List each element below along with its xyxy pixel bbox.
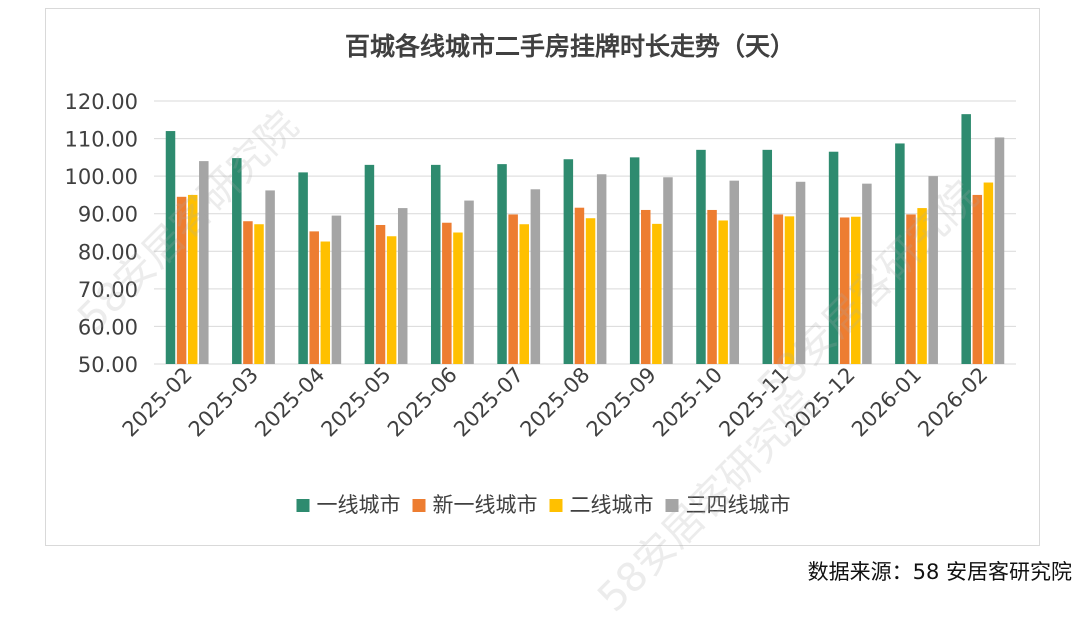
bar [364, 164, 375, 364]
bar [309, 231, 319, 364]
bar [795, 181, 806, 364]
bar [497, 164, 507, 364]
legend-swatch [412, 499, 426, 512]
chart-title: 百城各线城市二手房挂牌时长走势（天） [345, 32, 795, 61]
x-tick-label: 2025-04 [250, 363, 329, 442]
bar [243, 221, 253, 364]
x-tick-label: 2026-02 [913, 363, 992, 442]
bar [375, 224, 386, 364]
x-tick-label: 2026-01 [847, 363, 926, 442]
bar [464, 200, 474, 364]
legend-swatch [296, 499, 310, 512]
x-tick-label: 2025-07 [449, 363, 528, 442]
bar [729, 180, 740, 364]
legend-label: 一线城市 [317, 493, 401, 517]
bar [254, 224, 264, 364]
bar [199, 161, 209, 364]
bar [895, 143, 905, 364]
bar [508, 214, 518, 364]
bar [773, 214, 784, 364]
x-tick-label: 2025-10 [648, 363, 727, 442]
x-tick-label: 2025-09 [582, 363, 661, 442]
bar [851, 216, 861, 364]
y-tick-label: 110.00 [65, 128, 138, 152]
bar [961, 114, 971, 365]
bar [983, 182, 994, 364]
source-note: 数据来源：58 安居客研究院 [807, 560, 1072, 584]
bar [839, 217, 850, 364]
bar [519, 224, 529, 364]
bar [596, 174, 607, 364]
bar [442, 222, 452, 364]
bar [762, 149, 773, 364]
bar [320, 241, 331, 364]
bar [386, 236, 397, 364]
bar [265, 190, 275, 364]
y-tick-label: 50.00 [78, 353, 138, 377]
bar [652, 223, 662, 364]
legend-label: 二线城市 [570, 493, 654, 517]
y-tick-label: 90.00 [78, 203, 138, 227]
bar [563, 159, 574, 364]
y-tick-label: 80.00 [78, 240, 138, 264]
chart-frame: 百城各线城市二手房挂牌时长走势（天） 50.00 60.00 70.00 80.00 90… [45, 8, 1040, 546]
bar [331, 215, 342, 364]
x-tick-label: 2025-06 [383, 363, 462, 442]
legend-label: 三四线城市 [686, 493, 791, 517]
bar [928, 176, 938, 364]
bar [176, 196, 187, 364]
x-tick-label: 2025-11 [714, 363, 793, 442]
bar [453, 232, 463, 364]
bar [641, 209, 651, 364]
bar [530, 189, 541, 364]
bar [707, 209, 717, 364]
bar [994, 137, 1005, 364]
bar [663, 177, 673, 364]
y-tick-label: 70.00 [78, 278, 138, 302]
bar [232, 158, 242, 364]
legend-swatch [665, 499, 679, 512]
bar [397, 208, 408, 364]
bar [574, 207, 585, 364]
bar [585, 218, 596, 364]
bar [718, 220, 728, 364]
bar [906, 214, 916, 364]
bar [862, 183, 872, 364]
y-tick-label: 60.00 [78, 315, 138, 339]
bar [828, 151, 839, 364]
y-tick-label: 100.00 [65, 165, 138, 189]
bar [187, 194, 198, 364]
bar [696, 149, 706, 364]
legend-label: 新一线城市 [433, 493, 538, 517]
bar [917, 208, 927, 364]
x-tick-label: 2025-03 [184, 363, 263, 442]
bar [784, 216, 795, 364]
bar [298, 172, 308, 364]
x-tick-label: 2025-12 [781, 363, 860, 442]
bar [629, 157, 640, 364]
bar [972, 194, 983, 364]
y-tick-label: 120.00 [65, 90, 138, 114]
x-tick-label: 2025-08 [516, 363, 595, 442]
bar [165, 131, 176, 364]
bar-chart: 百城各线城市二手房挂牌时长走势（天） 50.00 60.00 70.00 80.00 90… [65, 32, 1016, 517]
bar [430, 164, 441, 364]
x-tick-label: 2025-05 [317, 363, 396, 442]
legend-swatch [549, 499, 563, 512]
